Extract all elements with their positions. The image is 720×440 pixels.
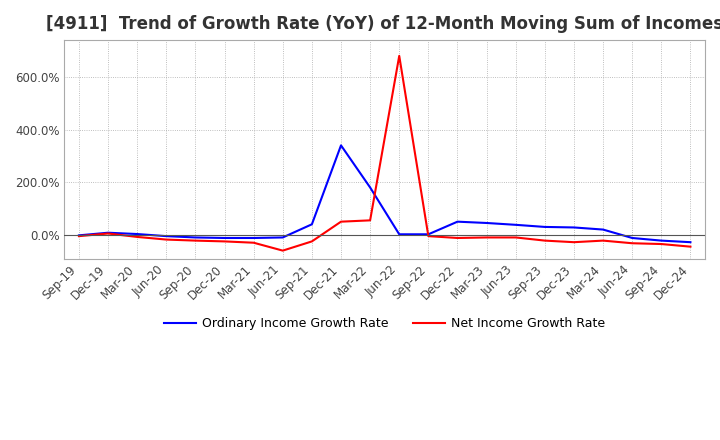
Net Income Growth Rate (395, 53, 404, 59)
Net Income Growth Rate (686, 244, 695, 249)
Net Income Growth Rate (511, 235, 520, 240)
Ordinary Income Growth Rate (366, 185, 374, 190)
Ordinary Income Growth Rate (191, 235, 199, 240)
Net Income Growth Rate (337, 219, 346, 224)
Ordinary Income Growth Rate (307, 222, 316, 227)
Legend: Ordinary Income Growth Rate, Net Income Growth Rate: Ordinary Income Growth Rate, Net Income … (159, 312, 610, 335)
Net Income Growth Rate (424, 234, 433, 239)
Net Income Growth Rate (191, 238, 199, 243)
Ordinary Income Growth Rate (220, 235, 229, 241)
Title: [4911]  Trend of Growth Rate (YoY) of 12-Month Moving Sum of Incomes: [4911] Trend of Growth Rate (YoY) of 12-… (46, 15, 720, 33)
Ordinary Income Growth Rate (570, 225, 578, 230)
Ordinary Income Growth Rate (337, 143, 346, 148)
Ordinary Income Growth Rate (541, 224, 549, 230)
Ordinary Income Growth Rate (75, 233, 84, 238)
Ordinary Income Growth Rate (599, 227, 608, 232)
Net Income Growth Rate (249, 240, 258, 246)
Net Income Growth Rate (541, 238, 549, 243)
Ordinary Income Growth Rate (249, 235, 258, 241)
Net Income Growth Rate (628, 241, 636, 246)
Net Income Growth Rate (279, 248, 287, 253)
Ordinary Income Growth Rate (686, 239, 695, 245)
Net Income Growth Rate (482, 235, 491, 240)
Net Income Growth Rate (75, 234, 84, 239)
Ordinary Income Growth Rate (511, 222, 520, 227)
Ordinary Income Growth Rate (657, 238, 666, 243)
Net Income Growth Rate (657, 242, 666, 247)
Ordinary Income Growth Rate (279, 235, 287, 240)
Ordinary Income Growth Rate (424, 231, 433, 237)
Ordinary Income Growth Rate (453, 219, 462, 224)
Net Income Growth Rate (133, 234, 142, 239)
Ordinary Income Growth Rate (628, 235, 636, 241)
Line: Ordinary Income Growth Rate: Ordinary Income Growth Rate (79, 145, 690, 242)
Net Income Growth Rate (366, 218, 374, 223)
Net Income Growth Rate (220, 239, 229, 244)
Ordinary Income Growth Rate (104, 230, 112, 235)
Ordinary Income Growth Rate (162, 234, 171, 239)
Ordinary Income Growth Rate (395, 231, 404, 237)
Net Income Growth Rate (104, 231, 112, 236)
Net Income Growth Rate (570, 239, 578, 245)
Net Income Growth Rate (307, 239, 316, 244)
Ordinary Income Growth Rate (482, 220, 491, 226)
Ordinary Income Growth Rate (133, 231, 142, 237)
Net Income Growth Rate (599, 238, 608, 243)
Line: Net Income Growth Rate: Net Income Growth Rate (79, 56, 690, 251)
Net Income Growth Rate (453, 235, 462, 241)
Net Income Growth Rate (162, 237, 171, 242)
